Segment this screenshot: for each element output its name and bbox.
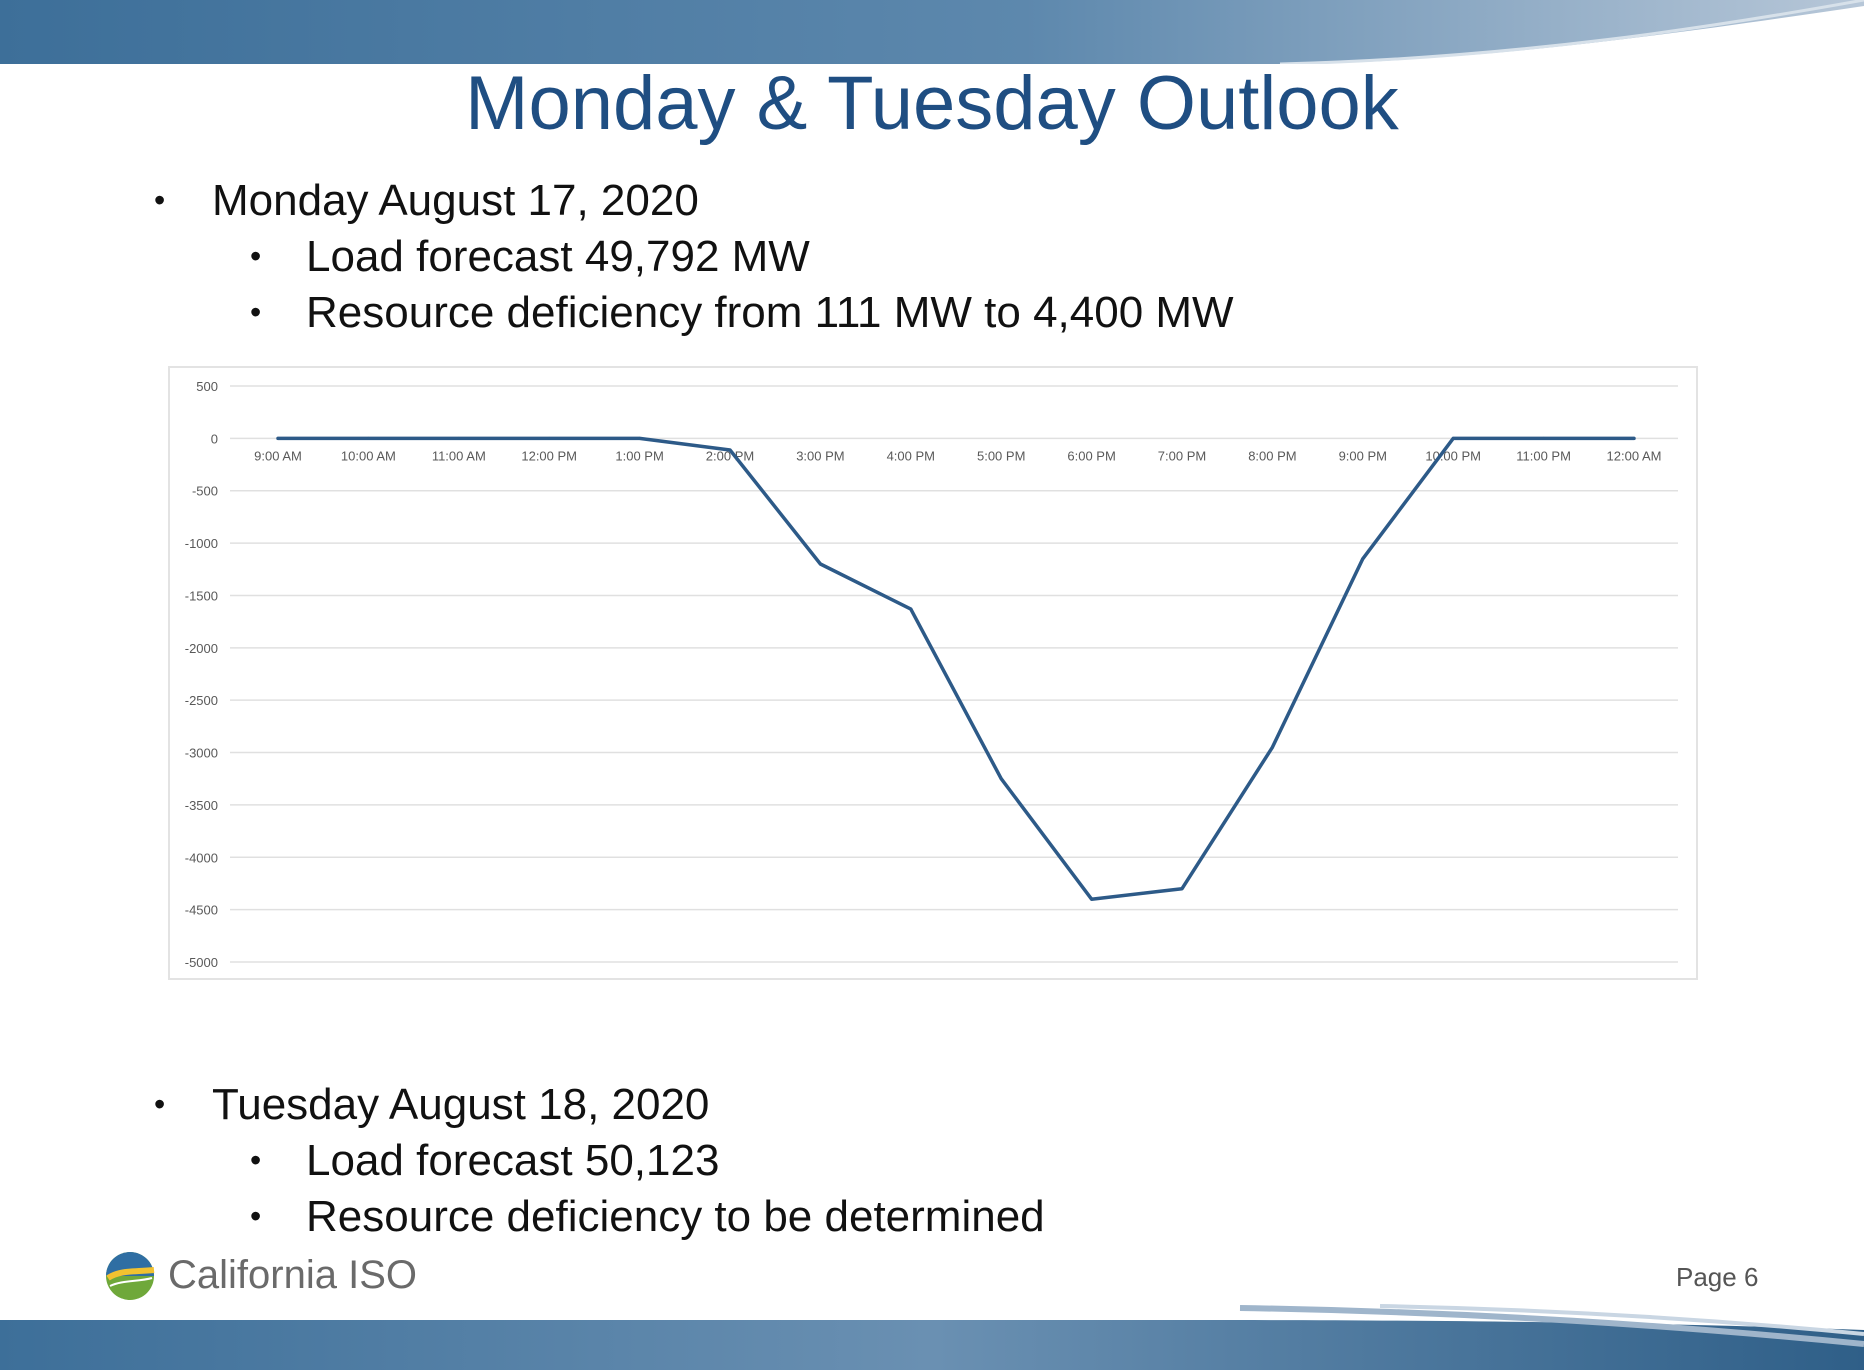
data-point [1180,887,1184,891]
bullet-dot-icon: • [154,1086,166,1122]
bullet-dot-icon: • [154,182,166,218]
data-point [1361,557,1365,561]
y-tick-label: -4500 [185,903,218,918]
monday-load-item: • Load forecast 49,792 MW [250,232,810,282]
slide-title: Monday & Tuesday Outlook [465,61,1399,146]
x-tick-label: 11:00 PM [1516,448,1571,463]
bullet-dot-icon: • [250,1198,262,1234]
x-tick-label: 7:00 PM [1158,448,1206,463]
y-tick-label: -5000 [185,955,218,970]
bottom-decorative-band [0,1304,1864,1370]
y-tick-label: -2500 [185,693,218,708]
monday-resource-deficiency: Resource deficiency from 111 MW to 4,400… [306,288,1234,337]
monday-load-forecast: Load forecast 49,792 MW [306,232,810,281]
monday-heading-item: • Monday August 17, 2020 [154,176,699,226]
tuesday-deficiency-item: • Resource deficiency to be determined [250,1192,1045,1242]
x-tick-label: 5:00 PM [977,448,1025,463]
data-point [276,436,280,440]
data-point [366,436,370,440]
monday-deficiency-item: • Resource deficiency from 111 MW to 4,4… [250,288,1234,338]
data-point [1451,436,1455,440]
data-point [1632,436,1636,440]
y-tick-label: -4000 [185,850,218,865]
y-tick-label: -3000 [185,746,218,761]
y-tick-label: -1000 [185,536,218,551]
x-tick-label: 9:00 PM [1339,448,1387,463]
top-decorative-band [0,0,1864,64]
tuesday-load-item: • Load forecast 50,123 [250,1136,720,1186]
y-tick-label: -2000 [185,641,218,656]
data-point [1090,897,1094,901]
tuesday-load-forecast: Load forecast 50,123 [306,1136,720,1185]
deficiency-line-chart: 500 0 -500 -1000 -1500 -2000 -2500 -3000 -3500 -4… [185,379,1678,970]
x-tick-label: 11:00 AM [432,448,486,463]
x-tick-label: 1:00 PM [615,448,663,463]
series-line [276,436,1636,901]
tuesday-heading: Tuesday August 18, 2020 [212,1080,710,1129]
y-tick-label: 0 [211,431,218,446]
x-tick-label: 10:00 AM [341,448,396,463]
x-tick-label: 9:00 AM [254,448,302,463]
x-tick-label: 3:00 PM [796,448,844,463]
tuesday-resource-deficiency: Resource deficiency to be determined [306,1192,1045,1241]
y-tick-label: -3500 [185,798,218,813]
data-point [1270,745,1274,749]
data-point [818,562,822,566]
x-tick-label: 2:00 PM [706,448,754,463]
x-tick-label: 12:00 AM [1607,448,1662,463]
x-tick-label: 6:00 PM [1067,448,1115,463]
data-point [999,777,1003,781]
x-tick-label: 8:00 PM [1248,448,1296,463]
bullet-dot-icon: • [250,294,262,330]
data-point [1542,436,1546,440]
data-point [909,607,913,611]
data-point [638,436,642,440]
bullet-dot-icon: • [250,1142,262,1178]
page-number: Page 6 [1676,1262,1759,1292]
x-tick-label: 12:00 PM [521,448,577,463]
y-tick-label: 500 [196,379,218,394]
monday-heading: Monday August 17, 2020 [212,176,699,225]
bullet-dot-icon: • [250,238,262,274]
california-iso-logo-icon [106,1252,155,1300]
deficiency-chart: 500 0 -500 -1000 -1500 -2000 -2500 -3000 -3500 -4… [168,366,1698,980]
y-tick-label: -500 [192,484,218,499]
y-tick-label: -1500 [185,588,218,603]
data-point [728,448,732,452]
x-tick-label: 4:00 PM [887,448,935,463]
x-tick-label: 10:00 PM [1425,448,1481,463]
data-point [547,436,551,440]
tuesday-heading-item: • Tuesday August 18, 2020 [154,1080,710,1130]
data-point [457,436,461,440]
logo-text: California ISO [168,1253,417,1297]
